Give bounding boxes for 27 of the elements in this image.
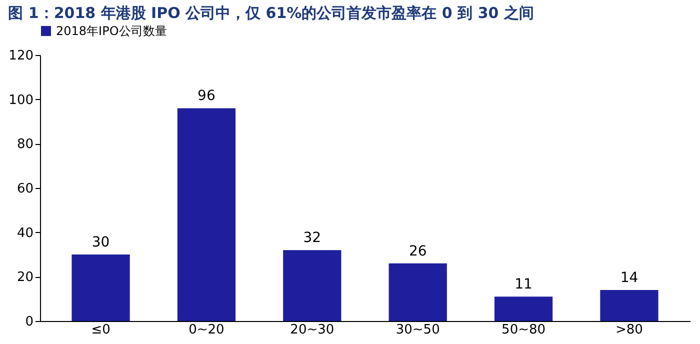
chart-title: 图 1：2018 年港股 IPO 公司中，仅 61%的公司首发市盈率在 0 到 30 之间 <box>8 4 534 22</box>
y-tick-label: 0 <box>25 314 34 330</box>
data-label: 14 <box>620 270 638 286</box>
bar <box>600 290 658 321</box>
x-tick-label: 30~50 <box>396 322 440 338</box>
y-tick-label: 40 <box>16 226 34 241</box>
x-tick-label: ≤0 <box>91 322 110 338</box>
bar <box>283 250 342 321</box>
x-tick-label: >80 <box>616 322 643 338</box>
bar <box>388 263 447 321</box>
data-label: 96 <box>198 88 216 104</box>
bar <box>494 296 553 321</box>
bar <box>72 254 130 321</box>
x-tick-label: 0~20 <box>188 322 224 338</box>
x-tick-label: 20~30 <box>290 322 334 338</box>
x-tick-label: 50~80 <box>502 322 546 338</box>
data-label: 32 <box>303 230 322 246</box>
y-tick-label: 60 <box>16 182 34 196</box>
y-tick-label: 100 <box>8 92 34 108</box>
y-tick-label: 20 <box>16 270 34 286</box>
data-label: 30 <box>92 234 110 250</box>
legend-label: 2018年IPO公司数量 <box>56 24 167 38</box>
y-tick-label: 120 <box>8 48 34 64</box>
bar <box>177 108 236 321</box>
y-tick-label: 80 <box>16 137 34 152</box>
data-label: 11 <box>514 276 532 293</box>
data-label: 26 <box>408 243 427 260</box>
